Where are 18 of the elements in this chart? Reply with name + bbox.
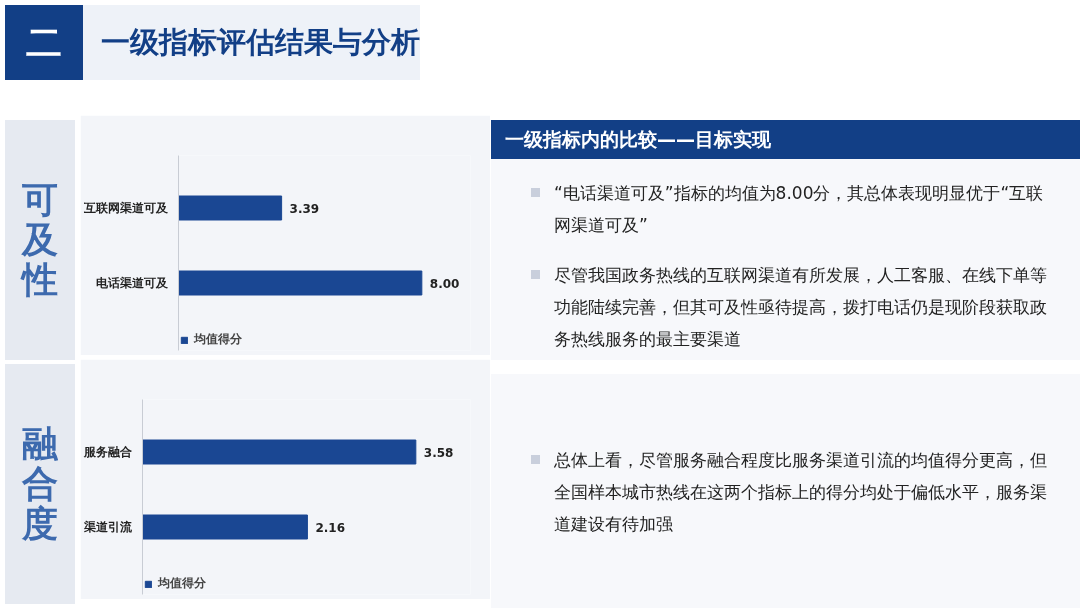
text: 二 — [5, 5, 83, 80]
y-tick-label: 渠道引流 — [82, 520, 133, 534]
text: 总体上看，尽管服务融合程度比服务渠道引流的均值得分更高，但全国样本城市热线在这两个指标上的得分均处于偏低水平，服务渠道建设有待加强 — [554, 449, 1048, 536]
text: 一级指标内的比较——目标实现 — [491, 120, 1080, 160]
y-tick-label: 电话渠道可及 — [95, 276, 169, 290]
legend-label: 均值得分 — [158, 575, 206, 592]
text: 融合度 — [22, 423, 58, 544]
text: “电话渠道可及”指标的均值为8.00分，其总体表现明显优于“互联网渠道可及” — [554, 182, 1045, 238]
data-label: 3.58 — [423, 445, 454, 460]
data-label: 8.00 — [429, 276, 460, 291]
text: 可及性 — [22, 179, 58, 300]
text: 尽管我国政务热线的互联网渠道有所发展，人工客服、在线下单等功能陆续完善，但其可及性亟待提高，拨打电话仍是现阶段获取政务热线服务的最主要渠道 — [554, 264, 1048, 352]
legend-label: 均值得分 — [194, 331, 242, 348]
y-tick-label: 服务融合 — [82, 445, 133, 459]
data-label: 2.16 — [315, 520, 346, 535]
data-label: 3.39 — [289, 201, 320, 216]
text: 一级指标评估结果与分析 — [101, 23, 420, 61]
y-tick-label: 互联网渠道可及 — [82, 201, 169, 215]
